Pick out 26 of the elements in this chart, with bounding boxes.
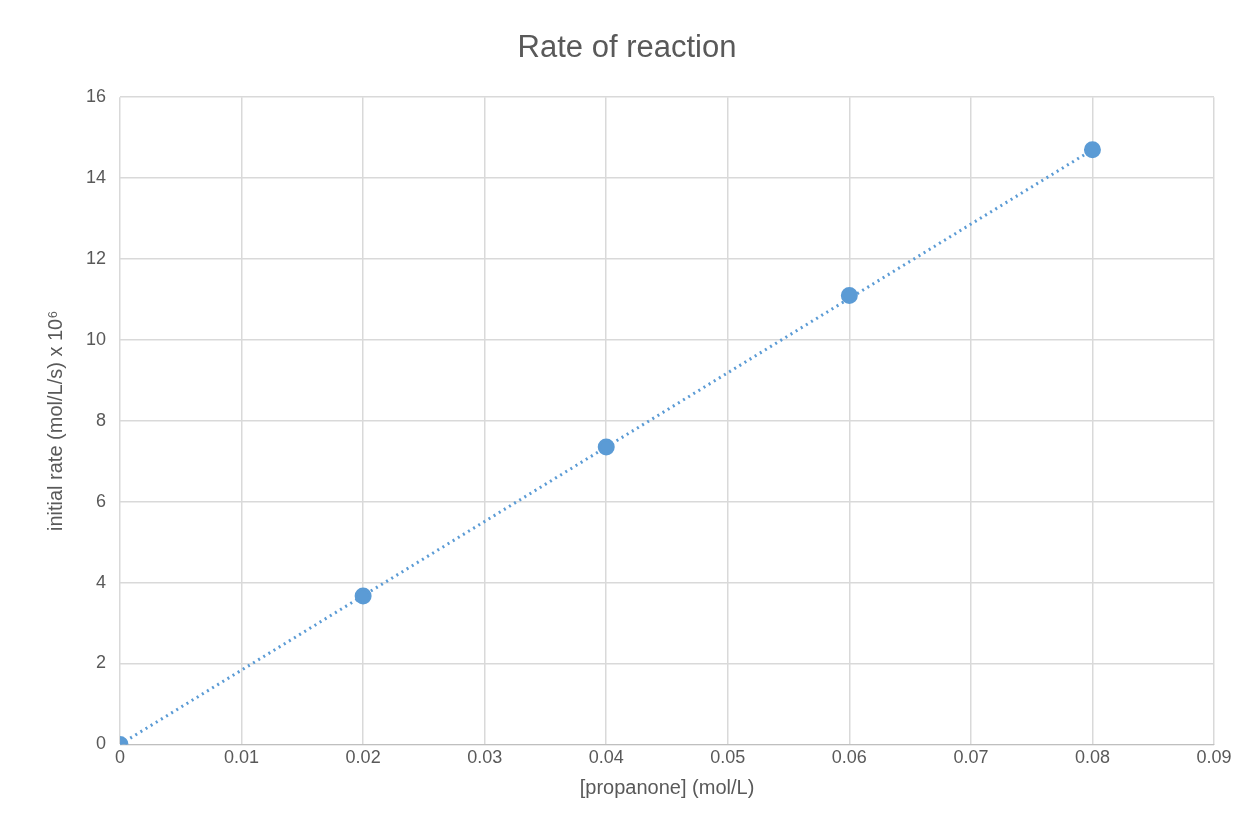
chart-title: Rate of reaction [517,29,737,65]
point [1083,141,1101,159]
x-tick-label: 0.05 [710,747,746,768]
y-tick-label: 4 [96,571,107,592]
point [354,587,372,605]
y-tick-label: 12 [85,247,107,268]
y-tick-label: 2 [96,652,107,673]
x-tick-label: 0.04 [588,747,624,768]
x-tick-label: 0.01 [224,747,260,768]
x-tick-label: 0.03 [467,747,503,768]
y-axis-title: initial rate (mol/L/s) x 10⁶ [43,310,66,532]
y-tick-label: 6 [96,490,107,511]
y-tick-label: 8 [96,409,107,430]
x-tick-label: 0.06 [831,747,867,768]
point [840,286,858,304]
point [597,438,615,456]
x-tick-label: 0.02 [345,747,381,768]
x-tick-label: 0.07 [953,747,989,768]
y-tick-label: 10 [85,328,107,349]
x-axis-title: [propanone] (mol/L) [579,775,755,798]
y-tick-label: 14 [85,167,107,188]
y-tick-label: 0 [96,733,107,754]
y-tick-label: 16 [85,86,107,107]
x-tick-label: 0.08 [1074,747,1110,768]
x-tick-label: 0.09 [1196,747,1232,768]
x-tick-label: 0 [115,747,126,768]
